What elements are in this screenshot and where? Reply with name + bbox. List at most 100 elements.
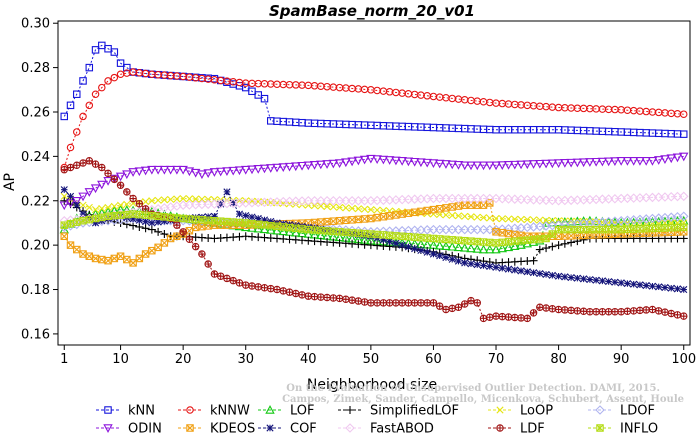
data-point-inflo — [579, 225, 588, 234]
data-point-ldf — [567, 306, 575, 315]
data-point-inflo — [548, 230, 557, 238]
data-point-odin — [328, 159, 339, 169]
data-point-ldf — [654, 307, 663, 315]
data-point-odin — [115, 172, 126, 182]
data-point-cof — [630, 280, 638, 288]
data-point-odin — [597, 157, 608, 167]
data-point-ldf — [573, 307, 582, 315]
data-point-fastabod — [516, 194, 526, 205]
data-point-fastabod — [341, 195, 351, 206]
data-point-loop — [354, 205, 362, 213]
data-point-loop — [292, 200, 300, 208]
data-point-fastabod — [347, 195, 357, 206]
data-point-fastabod — [303, 195, 314, 206]
data-point-ldof — [459, 224, 470, 235]
data-point-loop — [517, 215, 525, 223]
data-point-inflo — [392, 232, 400, 240]
data-point-inflo — [679, 223, 688, 232]
data-point-fastabod — [541, 195, 551, 206]
data-point-kdeos — [504, 229, 513, 238]
data-point-kdeos — [110, 254, 119, 263]
data-point-loop — [448, 211, 456, 219]
data-point-cof — [73, 201, 81, 209]
data-point-cof — [91, 219, 100, 227]
data-point-lof — [472, 244, 482, 253]
data-point-kdeos — [135, 254, 144, 263]
watermark-line-1: On the Evaluation of Unsupervised Outlie… — [286, 383, 660, 394]
data-point-kdeos — [98, 255, 106, 264]
data-point-knn — [123, 63, 131, 72]
data-point-loop — [379, 206, 387, 215]
data-point-kdeos — [160, 239, 169, 247]
data-point-fastabod — [359, 195, 370, 206]
data-point-loop — [179, 194, 187, 203]
data-point-cof — [210, 212, 219, 220]
legend-item-knn: kNN — [96, 404, 155, 419]
data-point-inflo — [348, 228, 356, 237]
data-point-loop — [542, 216, 550, 224]
data-point-ldf — [423, 299, 431, 307]
data-point-fastabod — [309, 195, 320, 206]
data-point-inflo — [529, 235, 538, 244]
data-point-odin — [234, 166, 245, 176]
data-point-ldf — [410, 299, 419, 307]
data-point-ldf — [454, 303, 463, 312]
data-point-simplifiedlof — [548, 242, 557, 251]
data-point-inflo — [523, 236, 532, 244]
data-point-odin — [184, 167, 195, 177]
data-point-ldf — [435, 302, 444, 310]
data-point-ldf — [548, 305, 557, 313]
data-point-fastabod — [528, 195, 539, 205]
data-point-ldof — [453, 224, 464, 235]
data-point-fastabod — [478, 193, 489, 204]
data-point-fastabod — [353, 195, 364, 206]
data-point-ldf — [98, 163, 106, 172]
legend-label: SimplifiedLOF — [370, 404, 459, 419]
data-point-lof — [434, 240, 445, 250]
data-point-odin — [84, 188, 95, 197]
x-tick-label: 1 — [60, 352, 68, 367]
data-point-loop — [123, 200, 131, 208]
data-point-knn — [73, 90, 81, 98]
x-tick-label: 100 — [671, 352, 696, 367]
data-point-kdeos — [423, 206, 431, 215]
data-point-ldof — [466, 224, 476, 235]
series-line-knnw — [63, 71, 684, 168]
data-point-fastabod — [547, 195, 558, 206]
data-point-inflo — [604, 225, 613, 234]
y-tick-label: 0.18 — [21, 283, 50, 298]
data-point-cof — [160, 217, 168, 225]
x-tick-label: 80 — [550, 352, 567, 367]
data-point-odin — [541, 159, 551, 169]
data-point-ldf — [673, 311, 682, 319]
data-point-odin — [466, 161, 476, 171]
data-point-ldf — [661, 308, 669, 316]
data-point-cof — [592, 276, 600, 284]
data-point-odin — [222, 167, 232, 176]
data-point-loop — [148, 197, 156, 205]
legend: kNN kNNW LOF SimplifiedLOF LoOP LDOF ODIN KDEOS… — [96, 404, 658, 434]
data-point-kdeos — [79, 250, 87, 258]
data-point-lof — [284, 227, 295, 236]
data-point-cof — [386, 237, 394, 246]
data-point-loop — [479, 214, 488, 222]
data-point-inflo — [79, 216, 87, 225]
y-tick-label: 0.30 — [21, 17, 50, 32]
data-point-odin — [422, 158, 432, 168]
data-point-loop — [98, 204, 106, 213]
data-point-odin — [90, 184, 101, 194]
data-point-ldf — [492, 312, 500, 320]
data-point-ldf — [260, 283, 269, 292]
data-point-knnw — [79, 112, 87, 121]
data-point-cof — [611, 278, 619, 286]
data-point-ldf — [60, 165, 69, 174]
data-point-cof — [411, 245, 419, 253]
x-tick-label: 70 — [488, 352, 505, 367]
data-point-cof — [542, 270, 550, 279]
data-point-fastabod — [453, 193, 464, 204]
data-point-odin — [547, 159, 558, 169]
legend-item-kdeos: KDEOS — [178, 422, 255, 434]
data-point-simplifiedlof — [554, 241, 563, 250]
data-point-odin — [259, 164, 270, 174]
